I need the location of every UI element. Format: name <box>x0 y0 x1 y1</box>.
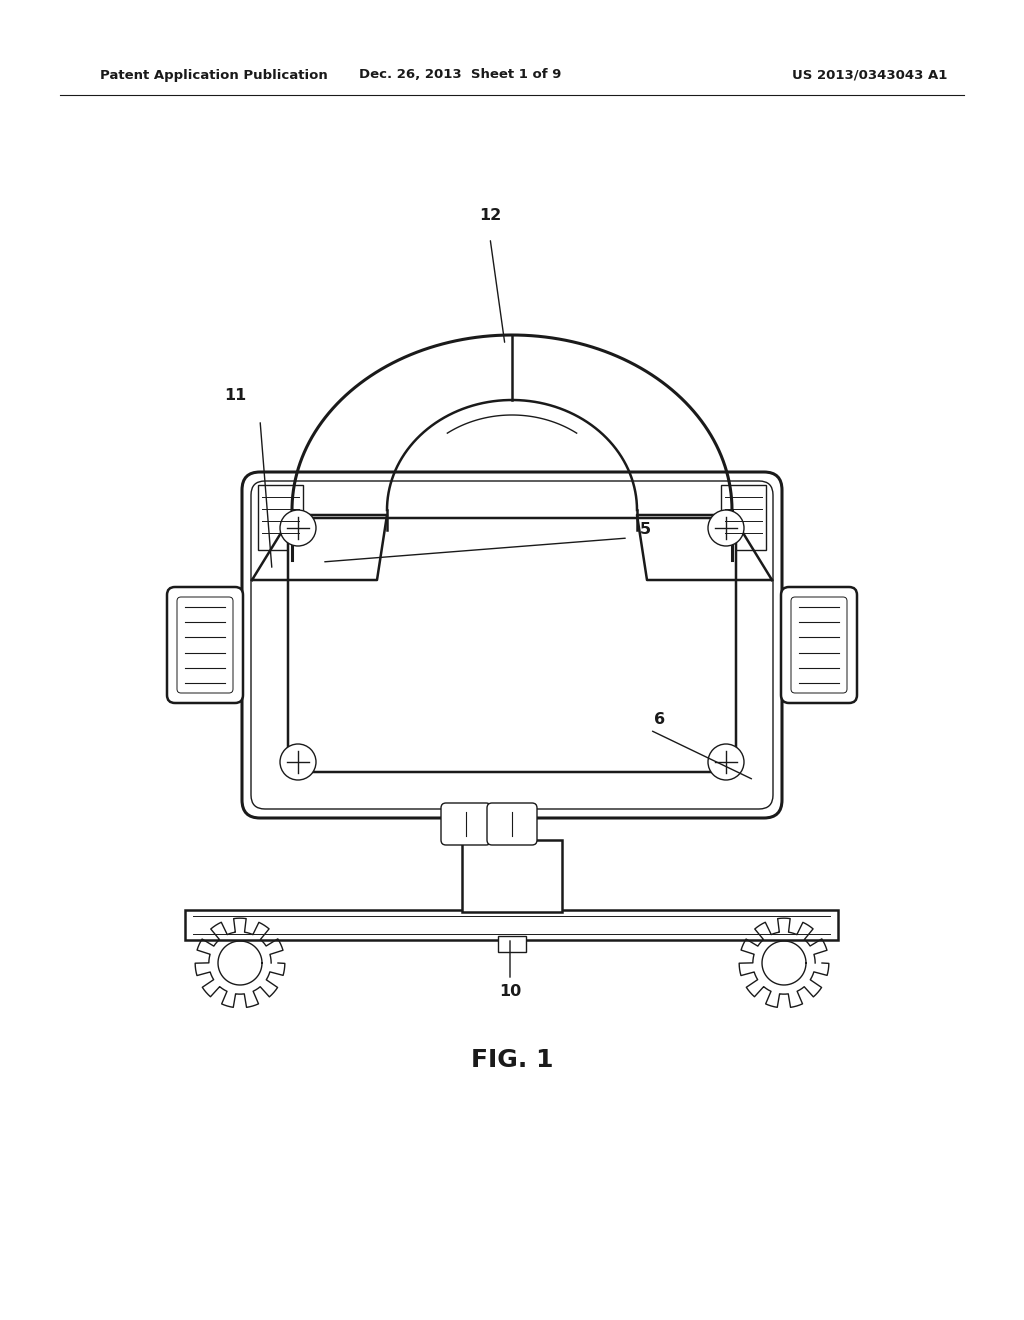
FancyBboxPatch shape <box>487 803 537 845</box>
FancyBboxPatch shape <box>167 587 243 704</box>
FancyBboxPatch shape <box>441 803 490 845</box>
Text: US 2013/0343043 A1: US 2013/0343043 A1 <box>793 69 947 82</box>
Text: 11: 11 <box>224 388 246 403</box>
Text: Dec. 26, 2013  Sheet 1 of 9: Dec. 26, 2013 Sheet 1 of 9 <box>358 69 561 82</box>
Text: 5: 5 <box>639 523 650 537</box>
Polygon shape <box>252 515 387 579</box>
Text: 10: 10 <box>499 985 521 999</box>
Bar <box>498 936 526 952</box>
Text: 12: 12 <box>479 207 501 223</box>
Bar <box>462 840 562 912</box>
FancyBboxPatch shape <box>258 484 303 550</box>
FancyBboxPatch shape <box>288 517 736 772</box>
Circle shape <box>708 510 744 546</box>
Text: Patent Application Publication: Patent Application Publication <box>100 69 328 82</box>
Text: 6: 6 <box>654 713 666 727</box>
Circle shape <box>280 744 316 780</box>
FancyBboxPatch shape <box>781 587 857 704</box>
Circle shape <box>280 510 316 546</box>
FancyBboxPatch shape <box>721 484 766 550</box>
Circle shape <box>708 744 744 780</box>
FancyBboxPatch shape <box>242 473 782 818</box>
Bar <box>185 909 838 940</box>
Text: FIG. 1: FIG. 1 <box>471 1048 553 1072</box>
FancyBboxPatch shape <box>791 597 847 693</box>
FancyBboxPatch shape <box>177 597 233 693</box>
FancyBboxPatch shape <box>251 480 773 809</box>
Polygon shape <box>637 515 772 579</box>
